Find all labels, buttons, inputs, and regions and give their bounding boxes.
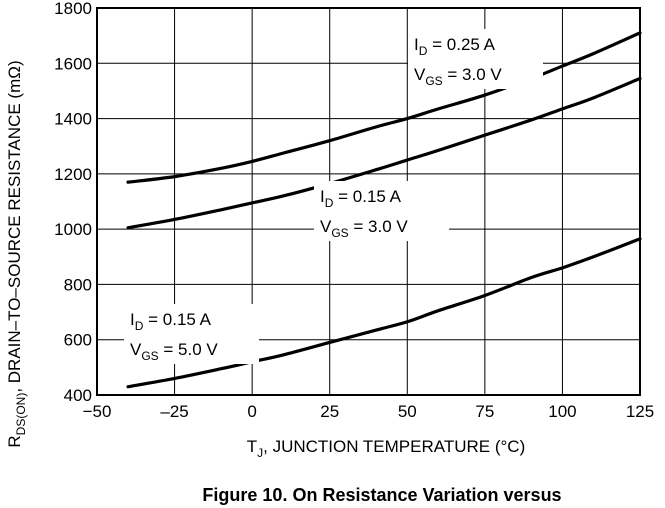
y-tick-label: 600 — [64, 331, 92, 350]
annotation-voltage-label: VGS = 3.0 V — [320, 217, 408, 240]
y-tick-label: 800 — [64, 275, 92, 294]
annotation-2: ID = 0.15 A VGS = 3.0 V — [314, 181, 449, 241]
y-axis-label: RDS(ON), DRAIN–TO–SOURCE RESISTANCE (mΩ) — [5, 60, 28, 447]
x-tick-label: –25 — [160, 402, 188, 421]
x-tick-label: −50 — [83, 402, 112, 421]
figure-caption: Figure 10. On Resistance Variation versu… — [202, 485, 561, 505]
y-tick-label: 1000 — [54, 220, 92, 239]
x-tick-label: 50 — [398, 402, 417, 421]
annotation-voltage-label: VGS = 3.0 V — [414, 65, 502, 88]
series-annotations: ID = 0.25 A VGS = 3.0 V ID = 0.15 A VGS = 3… — [124, 29, 543, 364]
annotation-3: ID = 0.15 A VGS = 5.0 V — [124, 304, 259, 364]
x-tick-label: 75 — [475, 402, 494, 421]
annotation-background — [408, 29, 543, 89]
x-axis-label: TJ, JUNCTION TEMPERATURE (°C) — [247, 437, 526, 460]
x-tick-label: 0 — [247, 402, 256, 421]
annotation-current-label: ID = 0.25 A — [414, 35, 496, 58]
annotation-background — [124, 304, 259, 364]
annotation-voltage-label: VGS = 5.0 V — [130, 340, 218, 363]
y-tick-label: 1400 — [54, 110, 92, 129]
x-tick-label: 100 — [548, 402, 576, 421]
y-tick-label: 1200 — [54, 165, 92, 184]
series-line-3 — [126, 237, 642, 389]
annotation-1: ID = 0.25 A VGS = 3.0 V — [408, 29, 543, 89]
x-tick-label: 25 — [320, 402, 339, 421]
series-line-1 — [126, 31, 642, 184]
series-lines — [126, 31, 642, 389]
series-line-2 — [126, 76, 642, 230]
annotation-background — [314, 181, 449, 241]
x-tick-labels: −50 –25 0 25 50 75 100 125 — [83, 402, 655, 421]
plot-frame — [96, 7, 641, 396]
annotation-current-label: ID = 0.15 A — [320, 187, 402, 210]
x-tick-label: 125 — [626, 402, 654, 421]
annotation-current-label: ID = 0.15 A — [130, 310, 212, 333]
y-tick-label: 400 — [64, 386, 92, 405]
y-tick-label: 1800 — [54, 0, 92, 18]
y-tick-labels: 400 600 800 1000 1200 1400 1600 1800 — [54, 0, 92, 405]
y-tick-label: 1600 — [54, 54, 92, 73]
